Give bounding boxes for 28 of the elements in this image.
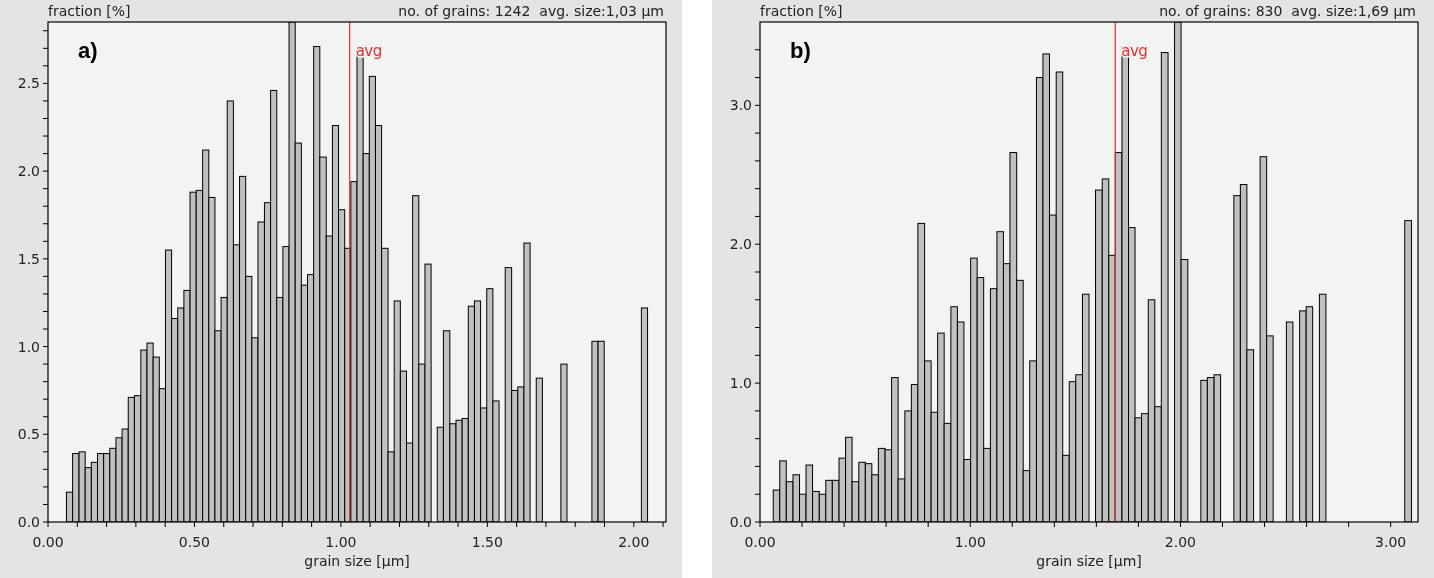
y-tick-label: 2.0 <box>17 163 40 180</box>
y-tick-label: 3.0 <box>729 97 752 114</box>
y-tick-label: 0.0 <box>729 514 752 530</box>
x-axis-title: grain size [µm] <box>304 553 410 569</box>
chart-subtitle: no. of grains: 1242 avg. size:1,03 µm <box>398 3 664 19</box>
x-axis-title: grain size [µm] <box>1036 553 1142 569</box>
x-tick-label: 3.00 <box>1375 534 1407 550</box>
chart-subtitle: no. of grains: 830 avg. size:1,69 µm <box>1159 3 1416 19</box>
ref-line-label: avg <box>355 42 382 60</box>
y-tick-label: 0.0 <box>17 514 40 530</box>
x-tick-label: 1.00 <box>954 534 986 550</box>
x-tick-label: 0.00 <box>32 534 64 550</box>
y-axis-title: fraction [%] <box>760 3 843 19</box>
annotation: a) <box>78 38 98 63</box>
x-tick-label: 2.00 <box>1164 534 1197 550</box>
y-tick-label: 2.5 <box>17 75 40 92</box>
y-tick-label: 1.0 <box>17 338 40 355</box>
annotation: b) <box>790 38 811 63</box>
x-tick-label: 0.00 <box>744 534 776 550</box>
y-tick-label: 1.0 <box>729 375 752 392</box>
x-tick-label: 1.00 <box>325 534 357 550</box>
x-tick-label: 0.50 <box>178 534 211 550</box>
x-tick-label: 1.50 <box>471 534 503 550</box>
y-axis-title: fraction [%] <box>48 3 131 19</box>
y-tick-label: 1.5 <box>17 250 40 267</box>
x-tick-label: 2.00 <box>618 534 650 550</box>
y-tick-label: 0.5 <box>17 426 40 443</box>
y-tick-label: 2.0 <box>729 236 752 253</box>
